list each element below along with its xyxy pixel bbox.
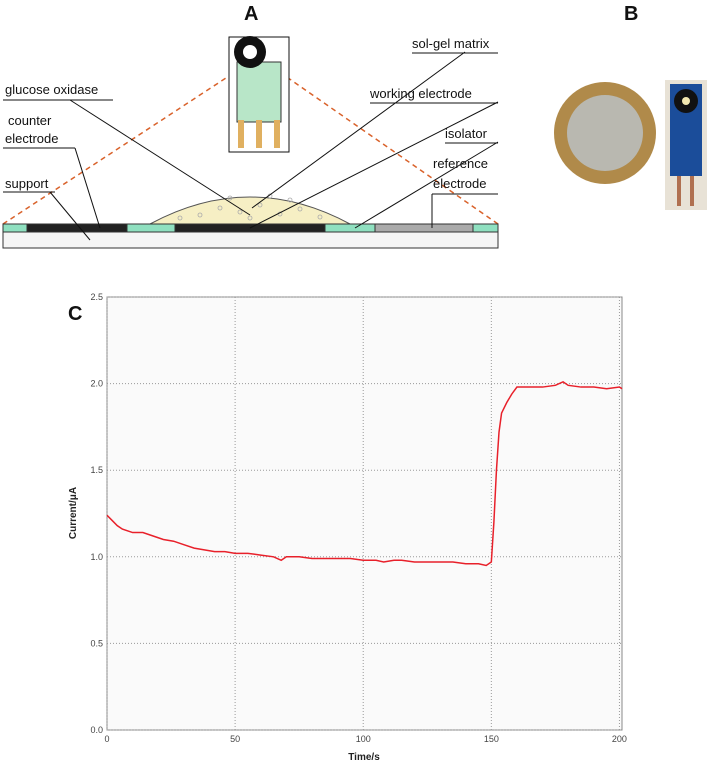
counter-electrode: [26, 223, 128, 233]
x-axis-label: Time/s: [348, 752, 380, 763]
label: support: [5, 176, 49, 191]
label: glucose oxidase: [5, 82, 98, 97]
zoom-line: [257, 56, 499, 225]
dome-dots: [177, 193, 323, 221]
contact: [690, 176, 694, 206]
x-tick-label: 50: [230, 734, 240, 744]
coin-center: [567, 95, 643, 171]
data-line: [106, 381, 623, 567]
contact: [256, 120, 262, 148]
y-tick-label: 0.5: [90, 638, 103, 648]
panel-label: A: [244, 3, 258, 25]
reference-electrode: [374, 223, 474, 233]
isolator: [126, 223, 176, 233]
label: electrode: [433, 176, 486, 191]
isolator: [2, 223, 28, 233]
x-tick-label: 100: [356, 734, 371, 744]
x-tick-label: 150: [484, 734, 499, 744]
y-tick-label: 2.5: [90, 292, 103, 302]
x-tick-label: 200: [612, 734, 627, 744]
photo: [554, 80, 707, 210]
leader: [74, 147, 101, 229]
x-tick-label: 0: [104, 734, 109, 744]
sensor-body: [236, 61, 282, 123]
zoom-line: [2, 56, 259, 225]
y-tick-label: 0.0: [90, 725, 103, 735]
y-tick-label: 1.0: [90, 552, 103, 562]
contact: [238, 120, 244, 148]
label: counter: [8, 113, 52, 128]
leader: [49, 191, 91, 241]
sensor-diagram: glucose oxidase sol-gel matrix working e…: [2, 36, 499, 249]
y-tick-label: 2.0: [90, 379, 103, 389]
leader: [69, 99, 251, 216]
contact: [274, 120, 280, 148]
label: sol-gel matrix: [412, 36, 490, 51]
label: electrode: [5, 131, 58, 146]
leader: [354, 141, 499, 229]
plot-area: [106, 296, 623, 731]
contact: [677, 176, 681, 206]
panel-label: C: [68, 303, 82, 325]
y-tick-label: 1.5: [90, 465, 103, 475]
y-axis-label: Current/μA: [68, 487, 79, 539]
label: reference: [433, 156, 488, 171]
chart: Time/s Current/μA 0.0 0.5 1.0 1.5 2.0 2.5 0 50 1…: [68, 292, 627, 763]
isolator: [324, 223, 376, 233]
label: working electrode: [369, 86, 472, 101]
leader: [249, 101, 499, 229]
sensor-center: [682, 97, 690, 105]
electrode-center: [243, 45, 257, 59]
leader: [251, 51, 466, 209]
label: isolator: [445, 126, 488, 141]
isolator: [472, 223, 499, 233]
panel-label: B: [624, 3, 638, 25]
